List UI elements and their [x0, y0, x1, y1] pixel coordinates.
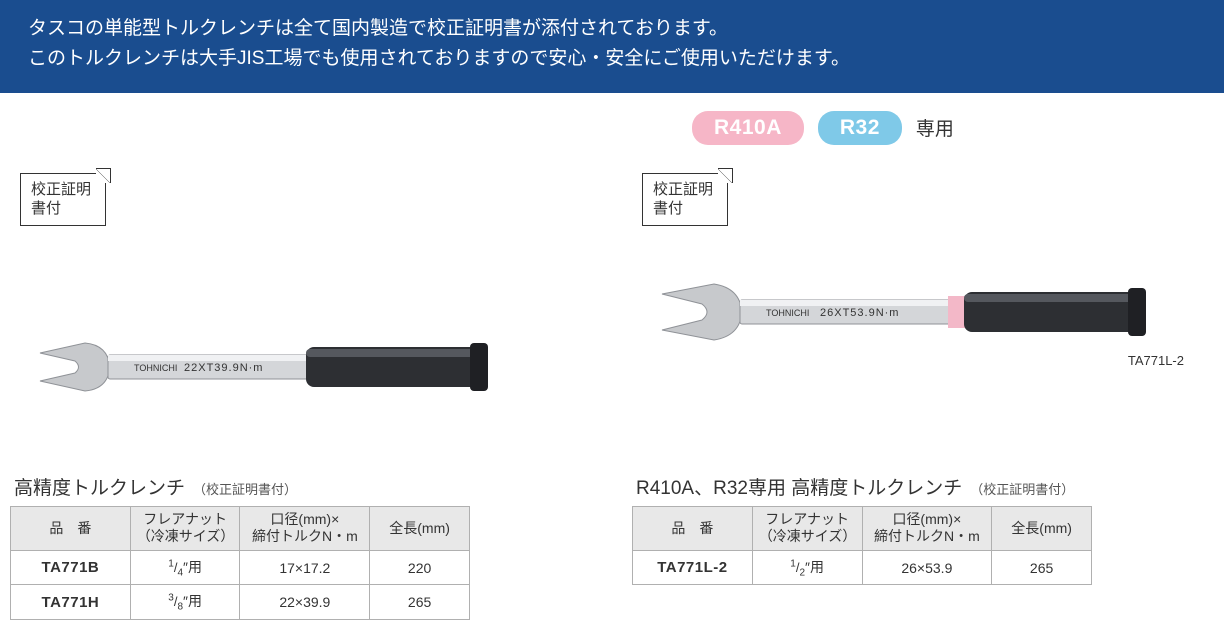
- table-cell: TA771L-2: [633, 550, 753, 585]
- table-header: 品 番: [633, 506, 753, 550]
- table-cell: 3/8″用: [130, 585, 240, 620]
- table-cell: 265: [992, 550, 1092, 585]
- banner-line2: このトルクレンチは大手JIS工場でも使用されておりますので安心・安全にご使用いた…: [28, 44, 1196, 74]
- wrench-head-icon: [40, 343, 110, 391]
- table-cell: 17×17.2: [240, 550, 370, 585]
- table-header: 口径(mm)×締付トルクN・m: [240, 506, 370, 550]
- table-row: TA771B1/4″用17×17.2220: [11, 550, 470, 585]
- right-column: R410A R32 専用 校正証明書付 TOH: [632, 93, 1214, 620]
- left-column: 校正証明書付 TOHNICHI 22XT39.9N·m: [10, 93, 592, 620]
- wrench-marking-left: 22XT39.9N·m: [184, 362, 263, 374]
- table-cell: TA771H: [11, 585, 131, 620]
- left-section-title: 高精度トルクレンチ （校正証明書付）: [14, 473, 592, 500]
- content-columns: 校正証明書付 TOHNICHI 22XT39.9N·m: [0, 93, 1224, 620]
- wrench-ringband: [948, 296, 966, 328]
- right-spec-table: 品 番フレアナット（冷凍サイズ）口径(mm)×締付トルクN・m全長(mm)TA7…: [632, 506, 1092, 586]
- wrench-brand-text: TOHNICHI: [134, 363, 177, 373]
- wrench-right-svg: TOHNICHI 26XT53.9N·m: [652, 268, 1152, 358]
- wrench-left-svg: TOHNICHI 22XT39.9N·m: [30, 323, 490, 413]
- wrench-brand-text: TOHNICHI: [766, 308, 809, 318]
- banner: タスコの単能型トルクレンチは全て国内製造で校正証明書が添付されております。 この…: [0, 0, 1224, 93]
- cert-badge-right: 校正証明書付: [642, 173, 728, 226]
- table-header: 品 番: [11, 506, 131, 550]
- table-header: フレアナット（冷凍サイズ）: [130, 506, 240, 550]
- banner-line1: タスコの単能型トルクレンチは全て国内製造で校正証明書が添付されております。: [28, 14, 1196, 44]
- wrench-head-icon: [662, 284, 742, 340]
- wrench-left: TOHNICHI 22XT39.9N·m: [30, 323, 490, 413]
- table-cell: 265: [370, 585, 470, 620]
- left-title-main: 高精度トルクレンチ: [14, 473, 185, 500]
- left-spec-table: 品 番フレアナット（冷凍サイズ）口径(mm)×締付トルクN・m全長(mm)TA7…: [10, 506, 470, 620]
- left-title-sub: （校正証明書付）: [193, 479, 297, 498]
- right-title-sub: （校正証明書付）: [970, 479, 1074, 498]
- table-header: フレアナット（冷凍サイズ）: [752, 506, 862, 550]
- left-wrench-area: 校正証明書付 TOHNICHI 22XT39.9N·m: [10, 93, 592, 423]
- table-row: TA771L-21/2″用26×53.9265: [633, 550, 1092, 585]
- table-cell: TA771B: [11, 550, 131, 585]
- right-section-title: R410A、R32専用 高精度トルクレンチ （校正証明書付）: [636, 473, 1214, 500]
- table-cell: 1/2″用: [752, 550, 862, 585]
- table-cell: 1/4″用: [130, 550, 240, 585]
- table-row: TA771H3/8″用22×39.9265: [11, 585, 470, 620]
- table-header: 全長(mm): [370, 506, 470, 550]
- right-title-main: R410A、R32専用 高精度トルクレンチ: [636, 473, 962, 500]
- table-cell: 26×53.9: [862, 550, 992, 585]
- table-header: 全長(mm): [992, 506, 1092, 550]
- wrench-marking-right: 26XT53.9N·m: [820, 307, 899, 319]
- model-caption-right: TA771L-2: [1128, 353, 1184, 368]
- table-header: 口径(mm)×締付トルクN・m: [862, 506, 992, 550]
- table-cell: 22×39.9: [240, 585, 370, 620]
- wrench-right: TOHNICHI 26XT53.9N·m: [652, 268, 1152, 358]
- table-cell: 220: [370, 550, 470, 585]
- right-wrench-area: 校正証明書付 TOHNICHI 26XT53.9N·m: [632, 93, 1214, 423]
- cert-badge-left: 校正証明書付: [20, 173, 106, 226]
